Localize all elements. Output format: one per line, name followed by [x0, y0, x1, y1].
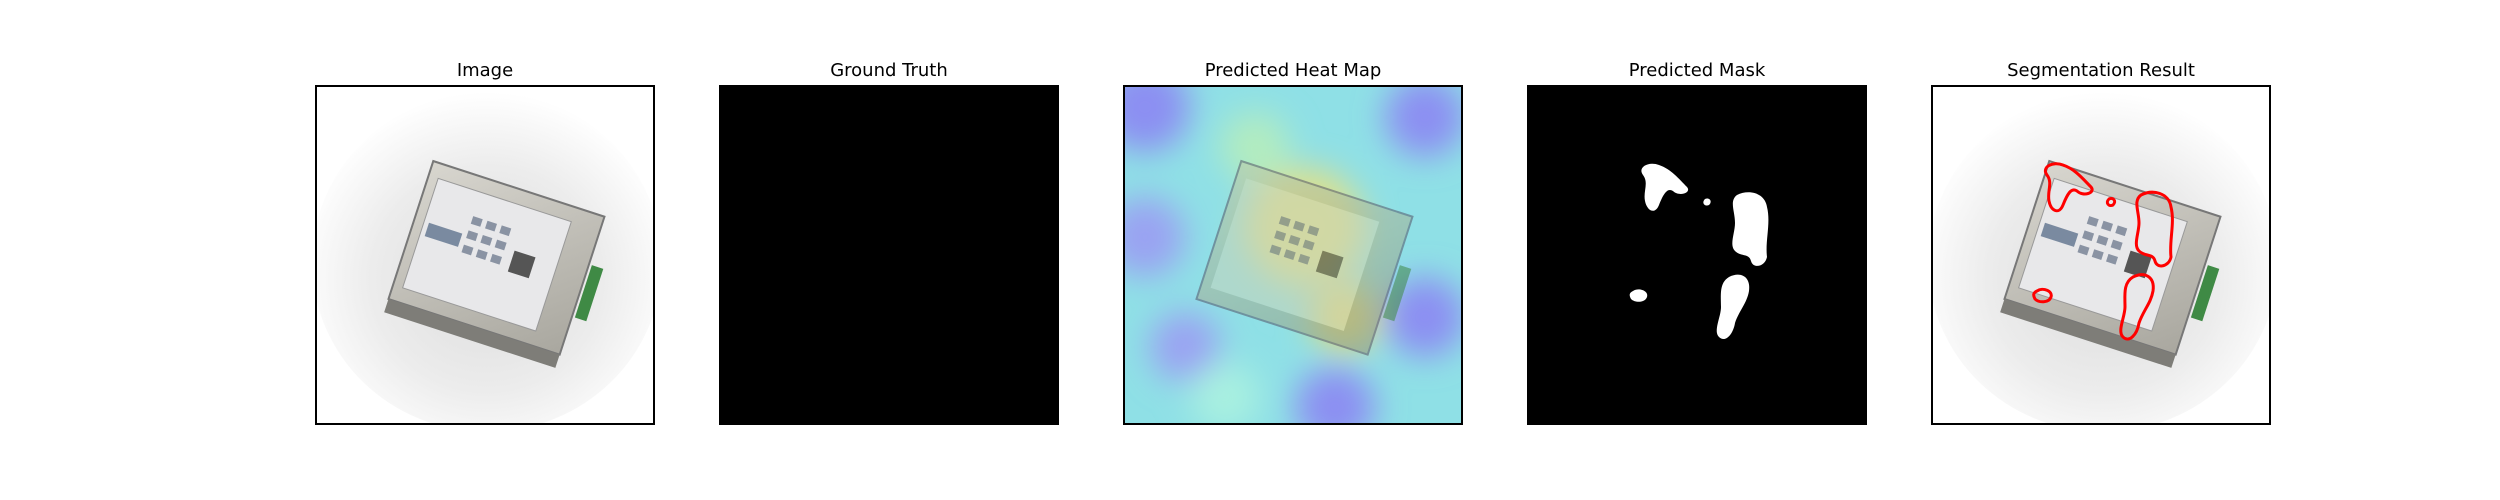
panel-predicted-mask: Predicted Mask: [1527, 0, 1867, 500]
predicted-mask: [1529, 87, 1865, 423]
panel-segmentation-result: Segmentation Result: [1931, 0, 2271, 500]
heat-map: [1125, 87, 1461, 423]
panel-title: Ground Truth: [830, 60, 948, 81]
panel-title: Predicted Mask: [1628, 60, 1766, 81]
panel-title: Segmentation Result: [2007, 60, 2195, 81]
mask-blob-top-left: [1641, 163, 1689, 211]
mask-blob-right-lower: [1716, 274, 1750, 340]
predicted-mask-frame: [1527, 85, 1867, 425]
panel-title: Image: [456, 60, 514, 81]
mask-blob-small: [1703, 198, 1711, 206]
device-photo: [317, 87, 653, 423]
panel-ground-truth: Ground Truth: [719, 0, 1059, 500]
contour-right-upper: [2134, 190, 2174, 268]
mask-blob-left-small: [1629, 289, 1648, 302]
panel-heat-map: Predicted Heat Map: [1123, 0, 1463, 500]
panel-image: Image: [315, 0, 655, 500]
segmentation-frame: [1931, 85, 2271, 425]
ground-truth-mask: [721, 87, 1057, 423]
segmentation-overlay: [1933, 87, 2269, 423]
mask-blob-right-upper: [1732, 192, 1769, 266]
contour-top-left: [2044, 162, 2094, 213]
ground-truth-frame: [719, 85, 1059, 425]
heat-map-frame: [1123, 85, 1463, 425]
contour-small: [2105, 197, 2117, 207]
panel-title: Predicted Heat Map: [1204, 60, 1382, 81]
image-frame: [315, 85, 655, 425]
contour-left-small: [2032, 287, 2053, 304]
contour-right-lower: [2119, 273, 2155, 341]
